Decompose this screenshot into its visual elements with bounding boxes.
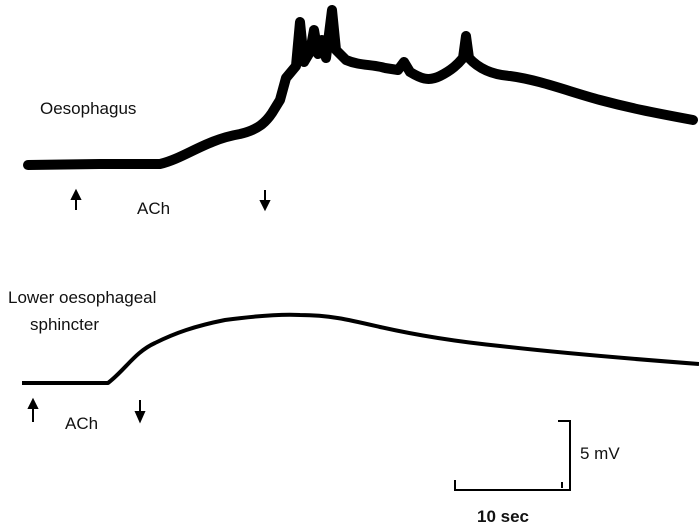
- stimulus-label: ACh: [137, 199, 170, 218]
- scale-label: 10 sec: [477, 507, 529, 526]
- los-trace: [22, 312, 699, 385]
- trace-label: sphincter: [30, 315, 99, 334]
- scale-label: 5 mV: [580, 444, 620, 463]
- stimulus-arrows: [27, 188, 271, 424]
- stimulus-label: ACh: [65, 414, 98, 433]
- oesophagus-trace: [23, 5, 698, 170]
- scale-bar: [454, 420, 571, 491]
- trace-label: Oesophagus: [40, 99, 136, 118]
- trace-label: Lower oesophageal: [8, 288, 156, 307]
